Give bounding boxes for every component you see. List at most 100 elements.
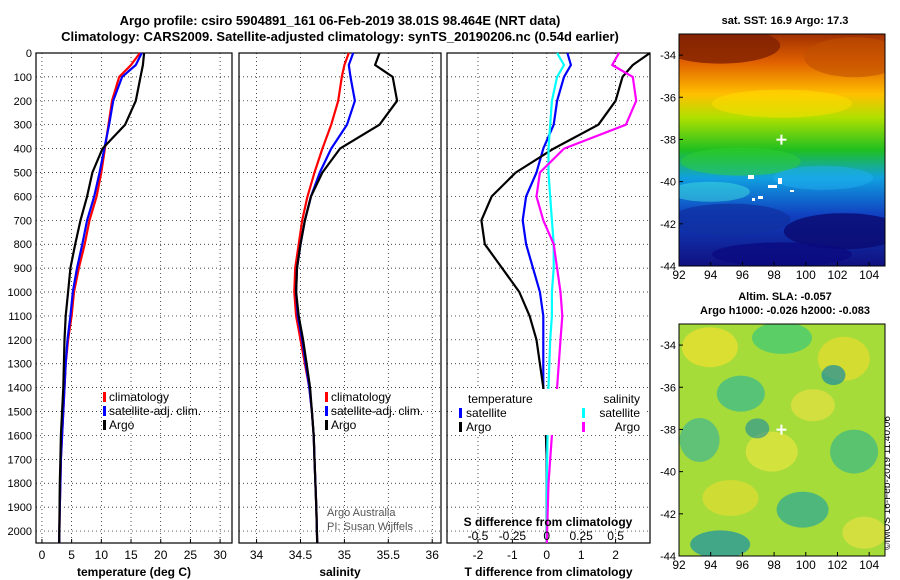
legend-label: satellite <box>599 406 640 420</box>
legend-title-temperature: temperature <box>468 392 533 406</box>
lat-tick-label: -42 <box>660 219 676 231</box>
map-patch <box>773 165 874 190</box>
depth-tick-label: 1200 <box>8 335 32 347</box>
depth-tick-label: 1500 <box>8 407 32 419</box>
legend-label: Argo <box>109 418 135 432</box>
top-tick-label: 0.25 <box>570 529 594 543</box>
sla-map-title-line2: Argo h1000: -0.026 h2000: -0.083 <box>700 305 870 317</box>
temperature-xlabel: temperature (deg C) <box>77 565 191 579</box>
map-patch <box>745 418 770 439</box>
lon-tick-label: 96 <box>736 558 750 572</box>
map-patch <box>690 530 751 556</box>
depth-tick-label: 1900 <box>8 502 32 514</box>
depth-tick-label: 1300 <box>8 359 32 371</box>
difference-panel: -2 -1 0 1 2 T difference from climatology temp… <box>446 52 651 579</box>
salinity-xtick-label: 34 <box>250 548 264 562</box>
series-line-argo <box>295 52 399 544</box>
legend-label: climatology <box>331 390 391 404</box>
lat-tick-label: -36 <box>660 382 676 394</box>
temperature-xtick-label: 20 <box>154 548 168 562</box>
legend-label: Argo <box>331 418 357 432</box>
lon-tick-label: 94 <box>704 558 718 572</box>
differences-xtick-label: -2 <box>473 548 484 562</box>
temperature-panel: 0 5 10 15 20 25 30 temperature (deg C) 0 100 200 30… <box>8 48 233 579</box>
map-patch <box>821 365 846 386</box>
legend-swatch <box>325 406 328 416</box>
top-tick-label: -0.25 <box>499 529 527 543</box>
legend-swatch <box>103 406 106 416</box>
salinity-panel: 34 34.5 35 35.5 36 salinity climatologysatelli… <box>238 52 442 579</box>
sla-map-title-line1: Altim. SLA: -0.057 <box>738 291 832 303</box>
salinity-xtick-label: 35.5 <box>377 548 401 562</box>
temperature-xtick-label: 25 <box>184 548 198 562</box>
differences-xtick-label: 1 <box>578 548 585 562</box>
legend-swatch <box>459 422 462 432</box>
legend-swatch <box>459 408 462 418</box>
map-patch <box>790 389 835 422</box>
lon-tick-label: 96 <box>736 268 750 282</box>
map-patch <box>679 418 720 462</box>
map-patch <box>716 375 765 412</box>
depth-tick-label: 600 <box>14 191 32 203</box>
g-sst-field <box>679 34 885 266</box>
legend-swatch <box>582 422 585 432</box>
legend-label: satellite <box>466 406 507 420</box>
legend-label: satellite-adj. clim. <box>109 404 201 418</box>
lat-tick-label: -40 <box>660 177 676 189</box>
credit-line-1: Argo Australia <box>327 507 396 519</box>
differences-xlabel: T difference from climatology <box>464 565 632 579</box>
lat-tick-label: -38 <box>660 424 676 436</box>
map-patch <box>783 213 885 250</box>
legend-label: climatology <box>109 390 169 404</box>
figure-title-line2: Climatology: CARS2009. Satellite-adjuste… <box>61 29 619 44</box>
temperature-xtick-label: 5 <box>68 548 75 562</box>
lon-tick-label: 98 <box>767 558 781 572</box>
depth-tick-label: 300 <box>14 120 32 132</box>
lon-tick-label: 98 <box>767 268 781 282</box>
figure-title-line1: Argo profile: csiro 5904891_161 06-Feb-2… <box>119 13 561 28</box>
series-line-argo <box>58 52 146 544</box>
depth-tick-label: 2000 <box>8 526 32 538</box>
legend-swatch <box>582 408 585 418</box>
lon-tick-label: 92 <box>672 558 686 572</box>
temperature-frame <box>35 52 233 544</box>
lon-tick-label: 104 <box>859 558 879 572</box>
map-patch <box>681 327 738 368</box>
depth-tick-label: 1700 <box>8 454 32 466</box>
legend-label: Argo <box>615 420 641 434</box>
cloud-gap <box>768 185 777 188</box>
depth-tick-label: 1100 <box>8 311 32 323</box>
map-patch <box>712 89 852 118</box>
map-patch <box>702 480 759 516</box>
sst-map-title: sat. SST: 16.9 Argo: 17.3 <box>721 15 849 27</box>
legend-label: Argo <box>466 420 492 434</box>
temperature-xtick-label: 30 <box>213 548 227 562</box>
legend-swatch <box>325 392 328 402</box>
legend-swatch <box>325 420 328 430</box>
lat-tick-label: -38 <box>660 134 676 146</box>
diff-top-axis-label: S difference from climatology <box>464 515 633 529</box>
sla-map: 92 94 96 98 100 102 104 -34 -36 -38 -40 -42 -44 <box>660 323 886 572</box>
map-patch <box>680 147 801 176</box>
g-sla-field <box>679 324 885 556</box>
map-patch <box>830 429 879 474</box>
depth-tick-label: 0 <box>26 48 32 60</box>
lon-tick-label: 100 <box>796 268 816 282</box>
lon-tick-label: 102 <box>827 268 847 282</box>
temperature-xtick-label: 15 <box>124 548 138 562</box>
depth-tick-label: 100 <box>14 72 32 84</box>
differences-xtick-label: -1 <box>507 548 518 562</box>
legend-swatch <box>103 392 106 402</box>
map-patch <box>842 516 885 549</box>
depth-tick-label: 500 <box>14 168 32 180</box>
cloud-gap <box>790 190 794 192</box>
g-sla-frame <box>678 323 886 557</box>
map-patch <box>679 203 791 236</box>
temperature-xtick-label: 0 <box>39 548 46 562</box>
credit-line-2: PI: Susan Wijffels <box>327 521 413 533</box>
top-tick-label: -0.5 <box>468 529 489 543</box>
map-patch <box>712 242 852 266</box>
lon-tick-label: 102 <box>827 558 847 572</box>
depth-tick-label: 1800 <box>8 478 32 490</box>
